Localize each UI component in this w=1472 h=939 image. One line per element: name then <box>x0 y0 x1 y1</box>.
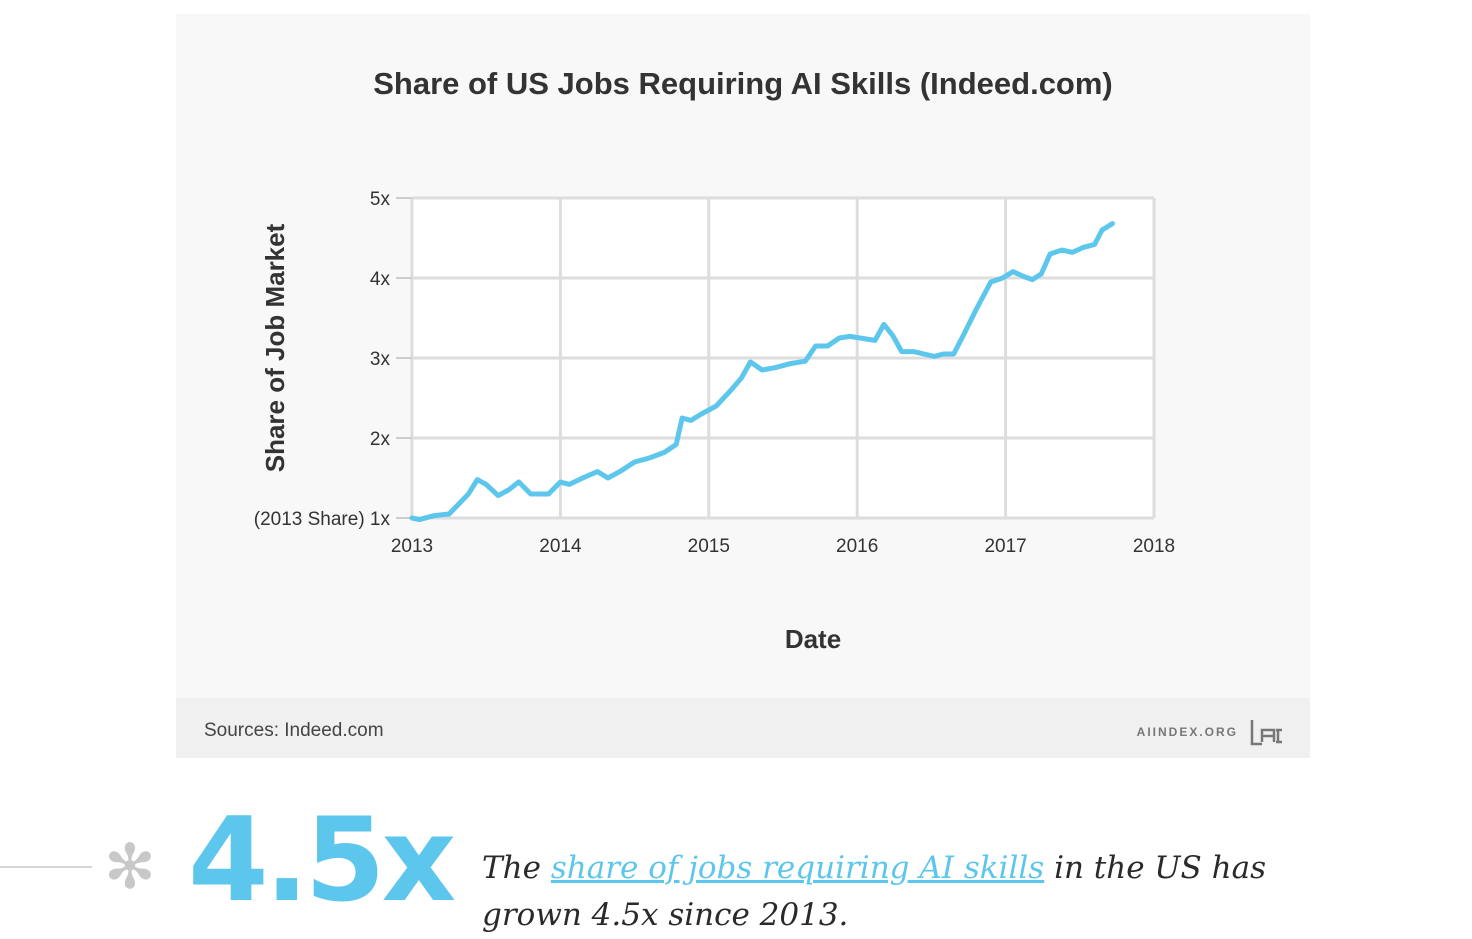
x-tick-label: 2018 <box>1133 536 1175 557</box>
caption-text-before: The <box>482 850 551 886</box>
y-tick-label: 5x <box>370 189 391 210</box>
x-tick-label: 2015 <box>688 536 730 557</box>
highlight-stat: 4.5x <box>188 793 456 928</box>
x-tick-label: 2014 <box>539 536 582 557</box>
y-axis-title: Share of Job Market <box>260 223 290 472</box>
x-tick-label: 2017 <box>984 536 1026 557</box>
caption-text-after: in the US has grown 4.5x since 2013. <box>482 850 1267 933</box>
brand-text: AIINDEX.ORG <box>1136 725 1238 739</box>
x-axis-title: Date <box>785 624 841 654</box>
series-line <box>409 221 1115 523</box>
chart-card: Share of US Jobs Requiring AI Skills (In… <box>176 14 1310 758</box>
ai-index-logo-icon <box>1250 720 1282 746</box>
divider-line <box>0 866 92 868</box>
y-tick-label: 2x <box>370 429 391 450</box>
line-chart: 2013 2014 2015 2016 2017 2018 (2013 Share) 1x 2… <box>254 189 1175 654</box>
tick-labels: 2013 2014 2015 2016 2017 2018 (2013 Share) 1x 2… <box>254 189 1175 557</box>
grid <box>396 196 1156 520</box>
chart-title: Share of US Jobs Requiring AI Skills (In… <box>373 66 1113 101</box>
brand-link[interactable]: AIINDEX.ORG <box>1137 718 1284 746</box>
card-footer: Sources: Indeed.com AIINDEX.ORG <box>176 698 1310 758</box>
source-text: Sources: Indeed.com <box>204 720 384 741</box>
y-tick-label: 4x <box>370 269 391 290</box>
y-tick-label: (2013 Share) 1x <box>254 509 391 530</box>
x-tick-label: 2016 <box>836 536 878 557</box>
highlight-caption: The share of jobs requiring AI skills in… <box>482 845 1282 939</box>
x-tick-label: 2013 <box>391 536 433 557</box>
y-tick-label: 3x <box>370 349 391 370</box>
caption-link[interactable]: share of jobs requiring AI skills <box>550 850 1045 886</box>
asterisk-icon: ✻ <box>104 830 156 903</box>
